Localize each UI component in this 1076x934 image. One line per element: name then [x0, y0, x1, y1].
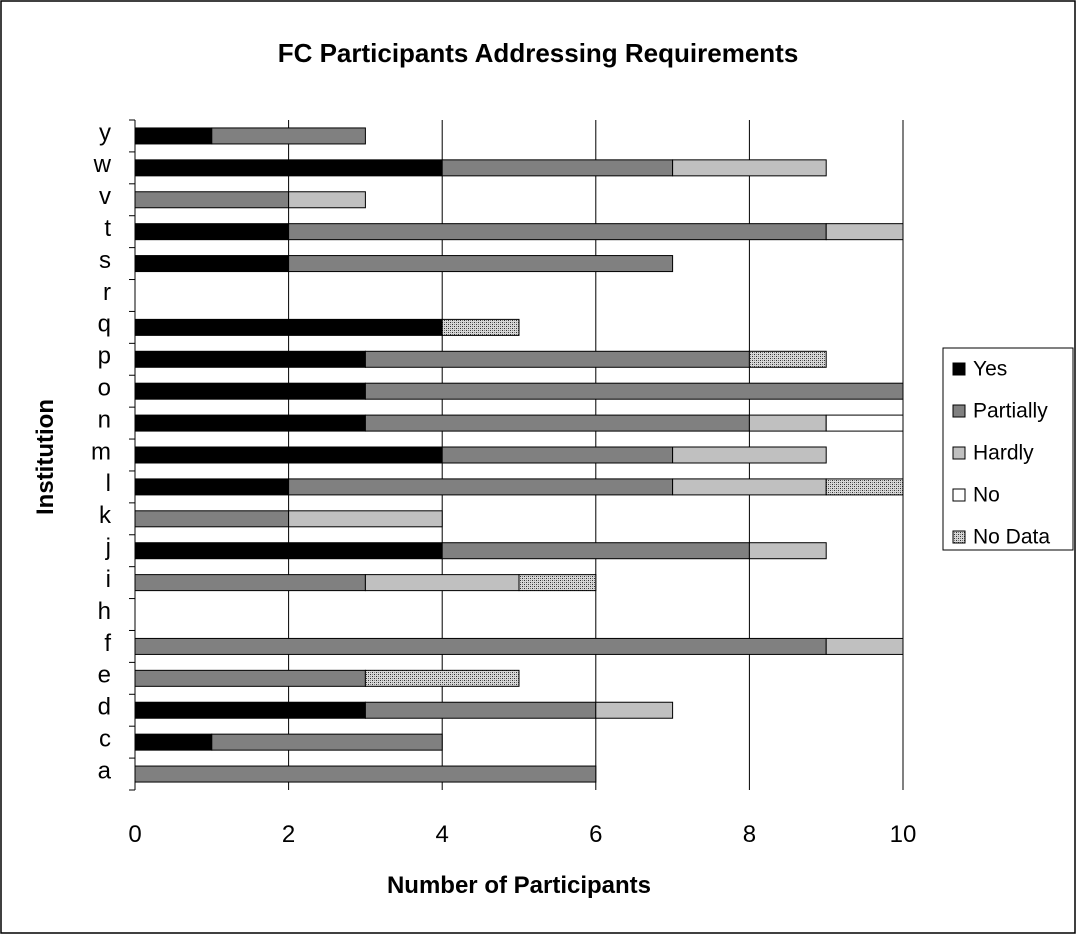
bar-e-partially: [134, 669, 366, 687]
bar-a-partially: [134, 765, 597, 783]
bar-l-partially: [288, 478, 674, 496]
legend-swatch-partially: [952, 404, 966, 418]
bar-c-yes: [134, 733, 213, 751]
bar-t-partially: [288, 223, 827, 241]
bar-d-yes: [134, 701, 366, 719]
bar-q-yes: [134, 318, 443, 336]
bars: [134, 127, 904, 783]
y-tick-label-v: v: [99, 183, 111, 210]
x-tick-label-8: 8: [743, 821, 756, 848]
bar-t-yes: [134, 223, 290, 241]
y-axis-title: Institution: [32, 399, 59, 515]
bar-k-hardly: [288, 510, 443, 528]
x-tick-label-4: 4: [436, 821, 449, 848]
y-tick-label-h: h: [98, 598, 111, 625]
y-tick-label-r: r: [103, 279, 111, 306]
bar-p-partially: [364, 350, 750, 368]
bar-w-yes: [134, 159, 443, 177]
legend: Yes Partially Hardly No No Data: [942, 347, 1074, 551]
legend-label-no-data: No Data: [973, 526, 1050, 549]
y-tick-label-j: j: [105, 534, 111, 561]
y-tick-label-l: l: [106, 470, 111, 497]
bar-i-hardly: [364, 574, 520, 592]
y-tick-label-s: s: [99, 247, 111, 274]
bar-n-yes: [134, 414, 366, 432]
bar-o-yes: [134, 382, 366, 400]
bar-i-partially: [134, 574, 366, 592]
legend-swatch-no: [952, 488, 966, 502]
bar-s-yes: [134, 255, 290, 273]
bar-d-partially: [364, 701, 597, 719]
bar-p-no-data: [748, 350, 827, 368]
legend-label-no: No: [973, 484, 1000, 507]
bar-y-yes: [134, 127, 213, 145]
y-tick-label-p: p: [98, 343, 111, 370]
bar-m-partially: [441, 446, 674, 464]
bar-l-yes: [134, 478, 290, 496]
legend-swatch-no-data: [952, 530, 966, 544]
bar-n-no: [825, 414, 904, 432]
bar-n-hardly: [748, 414, 827, 432]
x-axis-title: Number of Participants: [387, 872, 651, 899]
x-tick-labels: 0 2 4 6 8 10: [128, 821, 916, 848]
bar-w-hardly: [672, 159, 827, 177]
bar-k-partially: [134, 510, 290, 528]
bar-e-no-data: [364, 669, 520, 687]
bar-q-no-data: [441, 318, 520, 336]
bar-n-partially: [364, 414, 750, 432]
bar-v-hardly: [288, 191, 366, 209]
bar-i-no-data: [518, 574, 597, 592]
y-tick-label-k: k: [99, 502, 112, 529]
legend-swatch-hardly: [952, 446, 966, 460]
bar-c-partially: [211, 733, 443, 751]
bar-y-partially: [211, 127, 366, 145]
y-tick-label-n: n: [98, 406, 111, 433]
x-tick-label-2: 2: [282, 821, 295, 848]
y-tick-label-q: q: [98, 311, 111, 338]
y-tick-label-y: y: [99, 119, 111, 146]
y-tick-label-c: c: [99, 725, 111, 752]
bar-f-partially: [134, 637, 827, 655]
bar-m-hardly: [672, 446, 827, 464]
y-tick-label-m: m: [91, 438, 111, 465]
x-tick-label-10: 10: [890, 821, 917, 848]
x-tick-label-6: 6: [589, 821, 602, 848]
y-tick-label-i: i: [106, 566, 111, 593]
bar-d-hardly: [595, 701, 674, 719]
chart-title: FC Participants Addressing Requirements: [278, 38, 799, 68]
bar-s-partially: [288, 255, 674, 273]
bar-t-hardly: [825, 223, 904, 241]
y-tick-label-w: w: [93, 151, 112, 178]
bar-p-yes: [134, 350, 366, 368]
bar-l-no-data: [825, 478, 904, 496]
bar-w-partially: [441, 159, 674, 177]
bar-f-hardly: [825, 637, 904, 655]
y-tick-label-e: e: [98, 662, 111, 689]
legend-label-yes: Yes: [973, 358, 1007, 381]
legend-label-hardly: Hardly: [973, 442, 1034, 465]
bar-j-hardly: [748, 542, 827, 560]
bar-l-hardly: [672, 478, 827, 496]
y-tick-label-t: t: [104, 215, 111, 242]
bar-j-yes: [134, 542, 443, 560]
bar-o-partially: [364, 382, 904, 400]
y-tick-label-d: d: [98, 694, 111, 721]
y-tick-label-a: a: [98, 757, 112, 784]
x-tick-label-0: 0: [128, 821, 141, 848]
y-tick-label-f: f: [104, 630, 111, 657]
bar-j-partially: [441, 542, 750, 560]
legend-swatch-yes: [952, 362, 966, 376]
bar-v-partially: [134, 191, 290, 209]
bar-m-yes: [134, 446, 443, 464]
y-tick-label-o: o: [98, 375, 111, 402]
legend-label-partially: Partially: [973, 400, 1048, 423]
